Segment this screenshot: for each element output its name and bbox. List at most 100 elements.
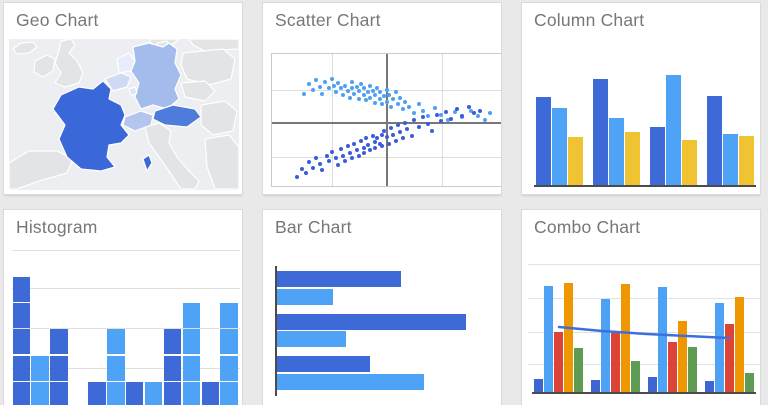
histogram-block [182, 329, 201, 355]
bar-plot-area [275, 266, 491, 396]
scatter-point [398, 95, 403, 100]
column-bar [536, 97, 551, 185]
histogram-block [12, 303, 30, 329]
scatter-point [361, 92, 366, 97]
column-group [707, 71, 754, 185]
scatter-point [311, 165, 316, 170]
scatter-point [425, 114, 430, 119]
scatter-point [368, 83, 373, 88]
geo-country-hungary [200, 100, 238, 136]
scatter-point [347, 95, 352, 100]
scatter-point [375, 86, 380, 91]
scatter-point [320, 168, 325, 173]
scatter-point [327, 158, 332, 163]
histogram-block [50, 382, 68, 405]
scatter-point [476, 114, 481, 119]
scatter-point [368, 148, 373, 153]
scatter-point [302, 91, 307, 96]
scatter-point [393, 90, 398, 95]
scatter-point [370, 133, 375, 138]
combo-gridline [528, 298, 760, 299]
scatter-point [334, 156, 339, 161]
geo-country-poland [180, 48, 236, 86]
scatter-point [373, 145, 378, 150]
geo-chart-map [9, 39, 239, 190]
histogram-plot-area [4, 210, 242, 405]
geo-country-austria [152, 104, 202, 128]
scatter-point [357, 153, 362, 158]
geo-country-balkans [204, 134, 239, 190]
scatter-point [421, 115, 426, 120]
bar-chart-title: Bar Chart [275, 217, 352, 237]
combo-bar [648, 377, 657, 392]
card-geo-chart[interactable]: Geo Chart [3, 2, 243, 195]
histogram-block [163, 382, 182, 405]
histogram-block [12, 355, 30, 381]
histogram-gridline [12, 368, 240, 369]
scatter-point [338, 86, 343, 91]
histogram-block [31, 382, 49, 405]
scatter-point [421, 108, 426, 113]
scatter-point [361, 145, 366, 150]
scatter-point [363, 136, 368, 141]
scatter-point [350, 79, 355, 84]
scatter-point [391, 96, 396, 101]
scatter-point [455, 107, 460, 112]
histogram-block [182, 382, 201, 405]
scatter-point [368, 95, 373, 100]
bar-chart-bar [277, 356, 370, 372]
card-combo-chart[interactable]: Combo Chart [521, 209, 761, 405]
scatter-point [430, 128, 435, 133]
scatter-point [384, 135, 389, 140]
histogram-block [220, 382, 238, 405]
bar-chart-bar [277, 313, 466, 330]
scatter-point [405, 127, 410, 132]
card-histogram[interactable]: Histogram [3, 209, 243, 405]
scatter-point [377, 90, 382, 95]
scatter-point [400, 136, 405, 141]
histogram-block [31, 355, 49, 381]
histogram-block [50, 355, 68, 381]
scatter-point [402, 99, 407, 104]
geo-country-czechia [180, 80, 216, 102]
histogram-block [201, 382, 219, 405]
geo-country-uk [54, 39, 84, 88]
combo-bar [564, 283, 573, 392]
scatter-point [471, 111, 476, 116]
scatter-point [322, 79, 327, 84]
scatter-point [313, 156, 318, 161]
histogram-block [12, 382, 30, 405]
scatter-point [478, 108, 483, 113]
column-bar [739, 136, 754, 185]
histogram-block [107, 329, 125, 355]
scatter-point [469, 108, 474, 113]
scatter-point [393, 139, 398, 144]
scatter-point [299, 166, 304, 171]
geo-country-italy [144, 122, 200, 190]
scatter-point [373, 140, 378, 145]
scatter-point [379, 144, 384, 149]
combo-group [705, 297, 754, 392]
combo-group [648, 287, 697, 392]
combo-bar [658, 287, 667, 392]
scatter-point [402, 120, 407, 125]
card-bar-chart[interactable]: Bar Chart [262, 209, 502, 405]
scatter-point [363, 98, 368, 103]
histogram-block [144, 382, 163, 405]
scatter-point [359, 82, 364, 87]
scatter-point [357, 96, 362, 101]
scatter-point [306, 160, 311, 165]
scatter-point [487, 111, 492, 116]
column-bar [666, 75, 681, 185]
card-scatter-chart[interactable]: Scatter Chart [262, 2, 502, 195]
scatter-point [482, 118, 487, 122]
scatter-point [306, 82, 311, 87]
scatter-point [439, 112, 444, 117]
histogram-block [125, 382, 144, 405]
column-bar [682, 140, 697, 185]
combo-bar [601, 299, 610, 392]
combo-group [591, 284, 640, 392]
geo-country-luxembourg [128, 86, 138, 97]
card-column-chart[interactable]: Column Chart [521, 2, 761, 195]
scatter-point [347, 151, 352, 155]
